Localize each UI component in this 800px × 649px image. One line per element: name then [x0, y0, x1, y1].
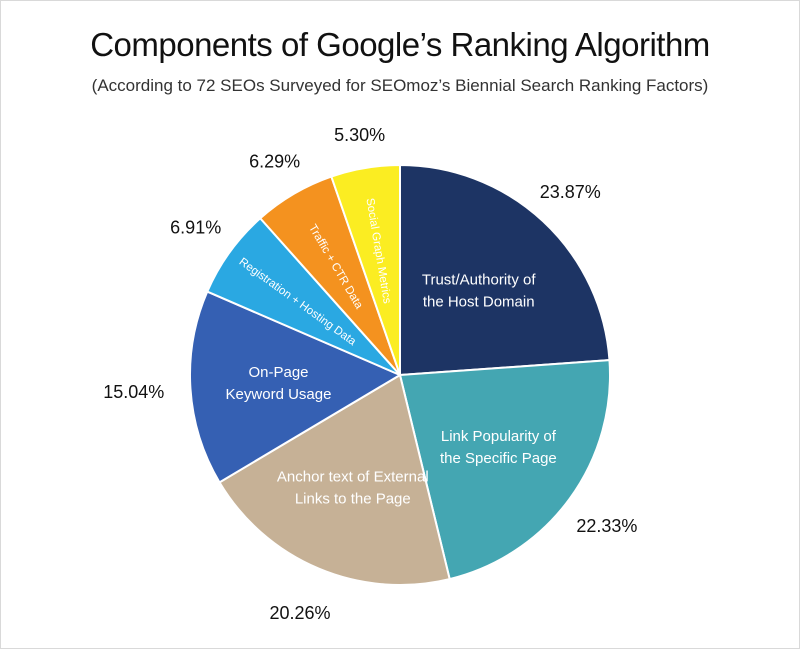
slice-value-label: 6.29%	[249, 151, 300, 171]
chart-title: Components of Google’s Ranking Algorithm	[90, 26, 710, 63]
slice-value-label: 23.87%	[540, 182, 601, 202]
pie-slice	[218, 373, 451, 586]
slice-category-label-line: Links to the Page	[295, 490, 411, 507]
slice-category-label-line: Keyword Usage	[226, 386, 332, 403]
slice-value-label: 15.04%	[103, 382, 164, 402]
pie-slice	[398, 359, 611, 581]
slice-value-label: 5.30%	[334, 125, 385, 145]
slice-category-label-line: the Specific Page	[440, 450, 557, 467]
pie-slice	[189, 290, 403, 484]
slice-category-label-line: Link Popularity of	[441, 428, 557, 445]
slice-value-label: 22.33%	[576, 516, 637, 536]
slice-category-label-line: the Host Domain	[423, 294, 535, 311]
slice-category-label: On-Page Keyword Usage	[226, 364, 332, 403]
slice-value-label: 20.26%	[269, 603, 330, 623]
slice-category-label-line: On-Page	[248, 364, 308, 381]
slice-value-label: 6.91%	[170, 218, 221, 238]
slice-category-label: Link Popularity of the Specific Page	[440, 428, 557, 467]
chart-subtitle: (According to 72 SEOs Surveyed for SEOmo…	[91, 76, 709, 95]
pie-slice	[399, 163, 611, 377]
slice-category-label-line: Trust/Authority of	[422, 272, 536, 289]
slice-category-label-line: Anchor text of External	[277, 468, 429, 485]
slice-category-label: Anchor text of External Links to the Page	[277, 468, 429, 507]
pie-slice	[330, 163, 401, 376]
slice-category-label: Trust/Authority of the Host Domain	[422, 272, 536, 311]
